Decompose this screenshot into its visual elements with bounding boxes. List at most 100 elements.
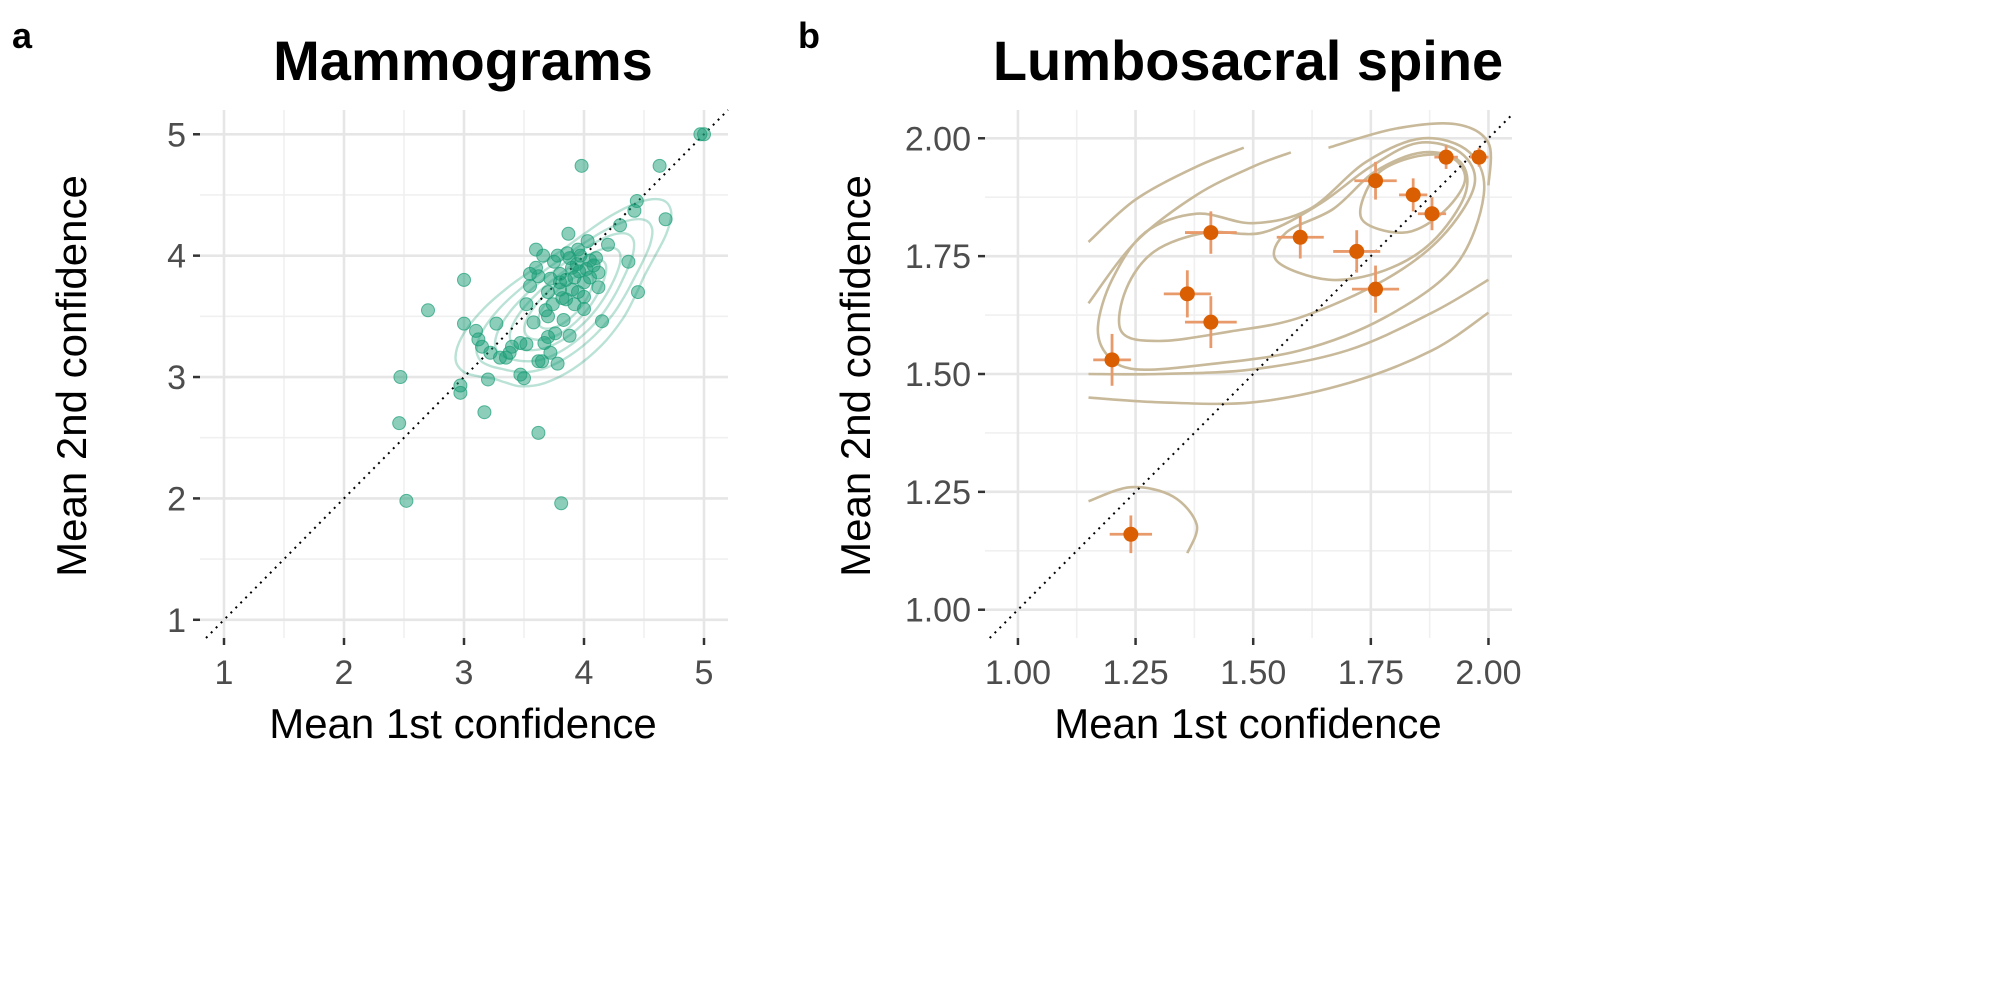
x-tick-label: 2.00 (1455, 654, 1521, 692)
density-contour (1272, 150, 1469, 282)
data-point (629, 194, 644, 209)
data-point (529, 260, 543, 275)
data-point (577, 302, 591, 317)
data-point (1292, 229, 1308, 245)
data-point (554, 496, 569, 511)
panel-b-identity-line (988, 114, 1513, 639)
data-point (538, 303, 553, 318)
data-point (481, 372, 495, 387)
data-point (536, 248, 551, 263)
data-point (531, 425, 546, 440)
data-point (1203, 225, 1219, 241)
figure-background (0, 0, 1550, 775)
data-point (1203, 314, 1219, 330)
data-point (526, 315, 541, 330)
data-point (553, 275, 567, 290)
x-tick-label: 5 (695, 654, 714, 692)
y-tick-label: 2.00 (905, 120, 971, 158)
data-point (453, 378, 468, 393)
data-point (541, 285, 555, 300)
y-tick-label: 1 (167, 602, 186, 640)
data-point (393, 370, 408, 385)
data-point (567, 270, 582, 285)
data-point (562, 328, 577, 343)
data-point (595, 314, 609, 329)
panel-a-y-axis-title: Mean 2nd confidence (48, 175, 95, 577)
panel-b-title: Lumbosacral spine (993, 29, 1503, 92)
x-tick-label: 1.00 (985, 654, 1051, 692)
data-point (580, 234, 595, 249)
density-contour (1096, 136, 1486, 371)
y-tick-label: 2 (167, 480, 186, 518)
data-point (658, 212, 673, 227)
data-point (583, 270, 597, 285)
panel-a-points (392, 127, 711, 511)
data-point (547, 254, 561, 269)
data-point (392, 416, 407, 431)
density-contour (1088, 278, 1490, 376)
data-point (1368, 173, 1384, 189)
data-point (543, 345, 558, 360)
data-point (613, 218, 627, 233)
data-point (1405, 187, 1421, 203)
data-point (1368, 281, 1384, 297)
data-point (697, 127, 711, 142)
data-point (1349, 243, 1365, 259)
x-tick-label: 2 (335, 654, 354, 692)
panel-a-identity-line (205, 109, 729, 639)
panel-b-y-axis-title: Mean 2nd confidence (832, 175, 879, 577)
panel-a-x-axis-title: Mean 1st confidence (269, 700, 657, 747)
density-contour (1087, 151, 1292, 305)
x-tick-label: 1.25 (1102, 654, 1168, 692)
density-contour (1088, 311, 1490, 406)
x-tick-label: 3 (455, 654, 474, 692)
data-point (523, 279, 537, 293)
x-tick-label: 1.75 (1338, 654, 1404, 692)
panel-a-letter: a (12, 15, 33, 56)
data-point (1471, 149, 1487, 165)
data-point (571, 242, 585, 257)
data-point (621, 254, 636, 269)
panel-a-x-ticks: 1 2 3 4 5 (215, 638, 714, 692)
data-point (591, 280, 606, 295)
panel-b-density-contours (1087, 122, 1493, 554)
data-point (652, 158, 667, 173)
data-point (421, 303, 435, 318)
y-tick-label: 3 (167, 359, 186, 397)
data-point (548, 326, 563, 341)
data-point (556, 312, 571, 327)
panel-b-letter: b (798, 15, 820, 56)
data-point (457, 272, 471, 287)
data-point (1123, 526, 1139, 542)
panel-b-y-ticks: 1.00 1.25 1.50 1.75 2.00 (905, 120, 985, 630)
data-point (577, 289, 591, 304)
data-point (561, 226, 576, 241)
data-point (562, 251, 577, 266)
density-contour (1328, 122, 1493, 186)
panel-a-y-ticks: 1 2 3 4 5 (167, 116, 200, 640)
x-tick-label: 1 (215, 654, 234, 692)
panel-b-x-ticks: 1.00 1.25 1.50 1.75 2.00 (985, 638, 1522, 692)
data-point (519, 297, 534, 312)
data-point (1179, 286, 1195, 302)
data-point (489, 316, 504, 331)
panel-a-mammograms: a Mammograms 1 2 3 4 5 1 2 3 4 5 Mean 1st confid… (12, 15, 729, 747)
figure: a Mammograms 1 2 3 4 5 1 2 3 4 5 Mean 1st confid… (0, 0, 1550, 775)
density-contour (1117, 141, 1477, 343)
data-point (535, 354, 549, 369)
y-tick-label: 5 (167, 116, 186, 154)
data-point (505, 339, 519, 354)
y-tick-label: 1.75 (905, 238, 971, 276)
density-contour (1087, 146, 1245, 243)
panel-a-title: Mammograms (273, 29, 653, 92)
panel-b-points (1104, 149, 1487, 542)
data-point (555, 291, 570, 306)
data-point (574, 158, 589, 173)
data-point (1438, 149, 1454, 165)
data-point (477, 405, 492, 420)
density-contour (1088, 485, 1199, 554)
y-tick-label: 1.25 (905, 474, 971, 512)
x-tick-label: 4 (575, 654, 594, 692)
panel-b-lumbosacral-spine: b Lumbosacral spine 1.00 1.25 1.50 1.75 2.00… (798, 15, 1522, 747)
data-point (1424, 206, 1440, 222)
